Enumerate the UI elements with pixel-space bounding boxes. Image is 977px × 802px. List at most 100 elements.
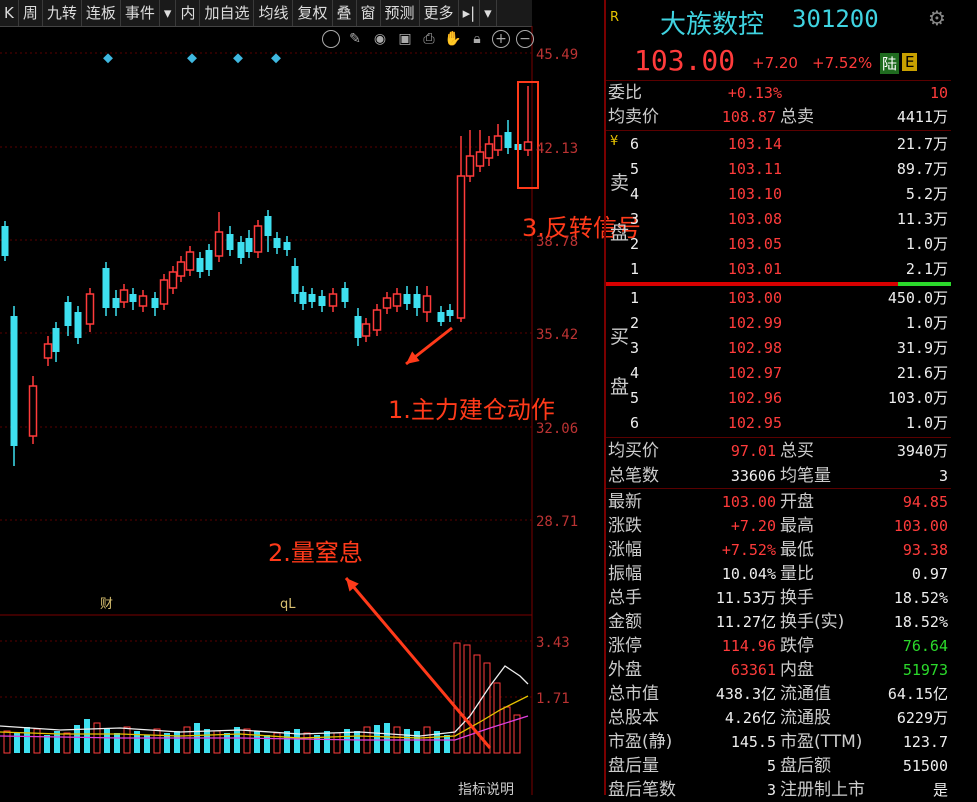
print-icon[interactable]: ⎙: [423, 31, 435, 47]
buy-side-label-1: 买: [610, 326, 630, 348]
eye-icon[interactable]: ◉: [373, 31, 387, 47]
event-diamond-1[interactable]: [187, 53, 197, 64]
stat-value: +7.20: [730, 517, 776, 535]
arrow-accumulation-head: [406, 351, 420, 364]
total-sell-label: 总卖: [780, 107, 814, 127]
stat-label: 市盈(静): [608, 732, 673, 752]
candle-body-0: [1, 226, 9, 256]
highlight-box: [517, 81, 539, 189]
toolbar-item-6[interactable]: 内: [176, 0, 201, 26]
screenshot-icon[interactable]: ▣: [398, 31, 412, 47]
yen-sign: ¥: [610, 134, 619, 149]
stat-label-2: 盘后额: [780, 756, 831, 776]
stat-value-2: 103.00: [893, 517, 948, 535]
zoom-in-icon[interactable]: +: [492, 30, 510, 48]
volume-bar-32: [324, 731, 330, 753]
buy-level-6: 6 102.95 1.0万: [606, 411, 951, 435]
pen-icon[interactable]: ✎: [349, 31, 361, 47]
volume-bar-12: [123, 726, 131, 754]
candle-body-2: [28, 385, 38, 437]
toolbar-item-7[interactable]: 加自选: [200, 0, 255, 26]
stat-value: 114.96: [721, 637, 776, 655]
buy-level-num: 4: [630, 364, 640, 382]
volume-bar-16: [164, 733, 170, 753]
event-diamond-2[interactable]: [233, 53, 243, 64]
buy-level-vol: 450.0万: [887, 289, 948, 307]
avg-sell-row: 均卖价 108.87 总卖 4411万: [606, 105, 951, 129]
toolbar-item-5[interactable]: ▾: [160, 0, 177, 26]
kline-chart[interactable]: 45.49 42.13 38.78 35.42 32.06 28.71 3.43 1.71 财 q…: [0, 26, 604, 795]
price-tick-1: 42.13: [536, 141, 578, 157]
toolbar-item-8[interactable]: 均线: [254, 0, 294, 26]
price-tick-2: 38.78: [536, 234, 578, 250]
total-buy-value: 3940万: [896, 442, 948, 460]
lock-icon[interactable]: 🔒︎: [473, 31, 481, 47]
marker-ql: qL: [280, 597, 296, 612]
toolbar-item-0[interactable]: K: [0, 0, 19, 26]
volume-bar-35: [354, 731, 360, 753]
stat-label-2: 注册制上市: [780, 780, 865, 800]
volume-bar-48: [483, 662, 491, 754]
volume-bar-47: [473, 654, 481, 754]
candle-body-39: [403, 294, 411, 304]
sell-level-4: 4 103.10 5.2万: [606, 182, 951, 206]
toolbar-item-3[interactable]: 连板: [82, 0, 121, 26]
event-diamond-3[interactable]: [271, 53, 281, 64]
volume-bar-26: [264, 735, 270, 753]
stat-row-1: 涨跌 +7.20 最高 103.00: [606, 514, 951, 538]
volume-bar-33: [333, 732, 341, 754]
total-trades-value: 33606: [730, 467, 776, 485]
toolbar-item-4[interactable]: 事件: [121, 0, 160, 26]
sell-level-price: 103.11: [727, 160, 782, 178]
avg-sell-label: 均卖价: [608, 107, 659, 127]
buy-level-num: 6: [630, 414, 640, 432]
candle-body-1: [10, 316, 18, 446]
gear-icon[interactable]: ⚙: [928, 6, 946, 30]
weibi-extra: 10: [929, 84, 948, 102]
toolbar-item-2[interactable]: 九转: [43, 0, 82, 26]
stat-value-2: 是: [932, 781, 948, 799]
total-buy-label: 总买: [780, 441, 814, 461]
volume-bar-41: [414, 731, 420, 753]
separator: [606, 130, 951, 131]
sell-level-num: 4: [630, 185, 640, 203]
candle-body-46: [475, 151, 485, 167]
toolbar-item-11[interactable]: 窗: [357, 0, 381, 26]
stat-row-3: 振幅 10.04% 量比 0.97: [606, 562, 951, 586]
stat-label: 振幅: [608, 564, 642, 584]
stat-value-2: 93.38: [902, 541, 948, 559]
price-tick-5: 28.71: [536, 514, 578, 530]
toolbar-item-15[interactable]: ▾: [480, 0, 497, 26]
volume-bar-28: [284, 731, 290, 753]
stat-row-4: 总手 11.53万 换手 18.52%: [606, 586, 951, 610]
volume-tick-1: 1.71: [536, 691, 570, 707]
separator: [606, 437, 951, 438]
toolbar-item-9[interactable]: 复权: [293, 0, 333, 26]
sell-level-num: 6: [630, 135, 640, 153]
toolbar-item-10[interactable]: 叠: [333, 0, 357, 26]
sell-side-label-1: 卖: [610, 172, 630, 194]
stat-value: 11.27亿: [715, 613, 776, 631]
separator: [606, 488, 951, 489]
volume-bar-51: [513, 714, 521, 754]
sell-side-label-2: 盘: [610, 222, 630, 244]
event-diamond-0[interactable]: [103, 53, 113, 64]
draw-icon[interactable]: [322, 30, 340, 48]
zoom-out-icon[interactable]: −: [516, 30, 534, 48]
candle-body-38: [392, 293, 402, 307]
candle-body-19: [205, 250, 213, 270]
indicator-help[interactable]: 指标说明: [458, 782, 514, 795]
stat-label-2: 换手: [780, 588, 814, 608]
toolbar-item-12[interactable]: 预测: [381, 0, 420, 26]
total-trades-label: 总笔数: [608, 466, 659, 486]
toolbar-item-14[interactable]: ▸|: [459, 0, 481, 26]
volume-group: [0, 642, 529, 754]
buy-level-price: 102.96: [727, 389, 782, 407]
hand-icon[interactable]: ✋: [444, 31, 462, 47]
toolbar-item-1[interactable]: 周: [19, 0, 43, 26]
candle-body-42: [437, 312, 445, 322]
buy-level-num: 3: [630, 339, 640, 357]
sell-level-vol: 11.3万: [896, 210, 948, 228]
toolbar-item-13[interactable]: 更多: [420, 0, 459, 26]
candle-body-21: [226, 234, 234, 250]
